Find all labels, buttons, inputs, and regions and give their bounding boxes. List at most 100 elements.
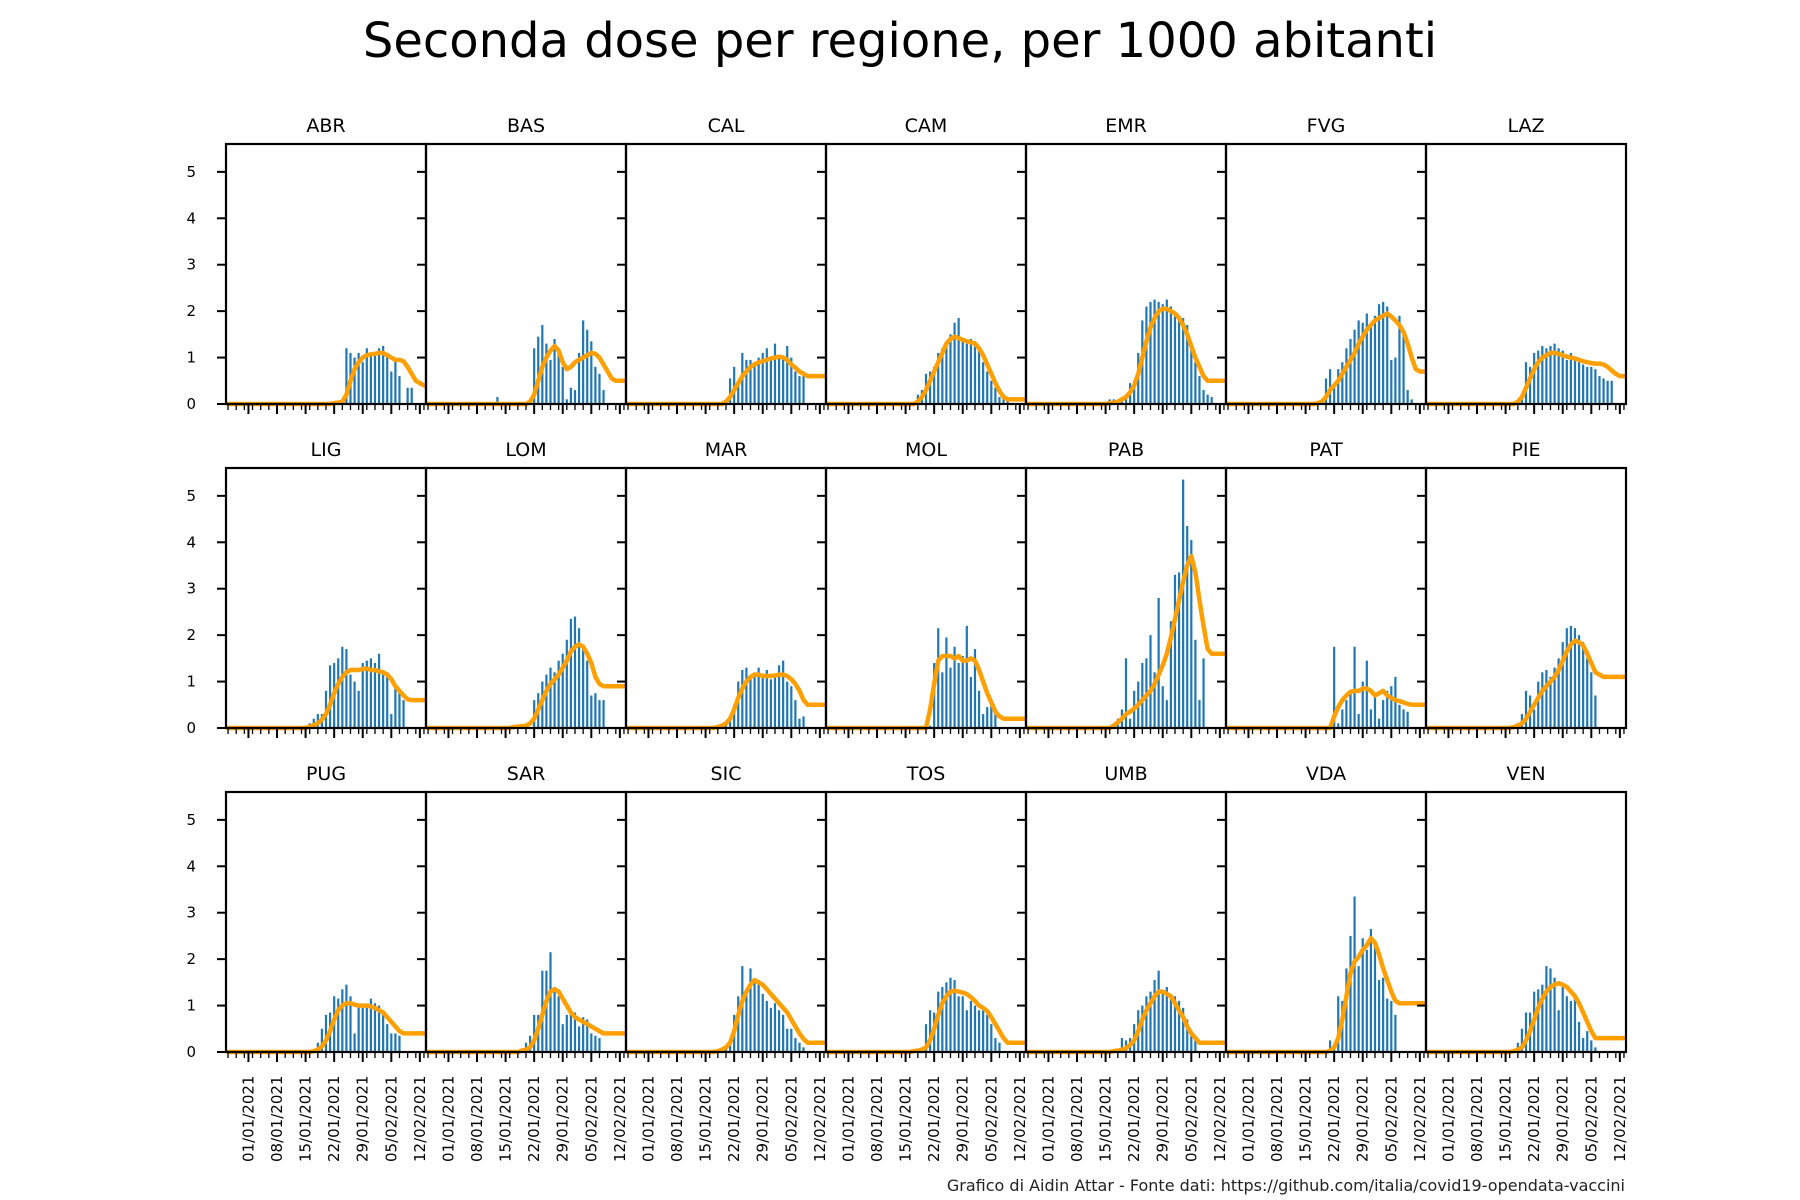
bar-emr-45 xyxy=(1210,397,1213,404)
bar-fvg-29 xyxy=(1345,348,1348,404)
bar-mol-38 xyxy=(982,714,985,728)
bar-laz-25 xyxy=(1528,366,1532,404)
bar-sic-28 xyxy=(741,966,744,1052)
bar-fvg-26 xyxy=(1333,387,1336,404)
bar-bas-37 xyxy=(577,352,581,404)
bar-laz-34 xyxy=(1565,359,1568,404)
bar-abr-29 xyxy=(345,348,348,404)
xtick-label-tos-5: 05/02/2021 xyxy=(982,1076,1000,1162)
bar-lig-27 xyxy=(337,658,340,728)
bar-emr-31 xyxy=(1153,299,1156,404)
bar-mol-37 xyxy=(977,690,981,728)
bar-lom-29 xyxy=(545,674,548,728)
bar-lig-31 xyxy=(353,681,356,728)
panel-title-lig: LIG xyxy=(311,439,342,461)
panel-pug: PUG 0 1 2 3 4 5 01/01/2021 08/01/2021 15/01/2021 2… xyxy=(186,763,428,1162)
bar-pie-41 xyxy=(1594,695,1597,728)
bar-pug-36 xyxy=(373,1003,377,1052)
panel-sar: SAR 01/01/2021 08/01/2021 15/01/2021 22/01/2… xyxy=(417,763,629,1162)
bar-bas-39 xyxy=(586,329,589,404)
bar-pie-27 xyxy=(1537,681,1540,728)
bar-cam-39 xyxy=(986,371,989,404)
panel-pie: PIE xyxy=(1417,439,1628,738)
bar-pat-41 xyxy=(1394,676,1397,728)
bar-cam-25 xyxy=(928,371,932,404)
bar-laz-27 xyxy=(1537,350,1540,404)
panel-frame-cal xyxy=(624,142,828,406)
bar-fvg-39 xyxy=(1386,306,1389,404)
bar-pab-25 xyxy=(1128,718,1132,728)
bar-cam-31 xyxy=(953,322,956,404)
bar-umb-23 xyxy=(1120,1038,1124,1052)
bar-mar-27 xyxy=(737,681,740,728)
bar-tos-36 xyxy=(973,1005,977,1052)
bar-lom-38 xyxy=(582,644,585,728)
panel-title-fvg: FVG xyxy=(1307,115,1346,137)
panel-title-pug: PUG xyxy=(306,763,346,785)
bar-sar-42 xyxy=(598,1038,601,1052)
xtick-label-umb-6: 12/02/2021 xyxy=(1211,1076,1229,1162)
bar-laz-45 xyxy=(1610,380,1613,404)
panel-lig: LIG 0 1 2 3 4 5 xyxy=(186,439,428,738)
chart-title: Seconda dose per regione, per 1000 abita… xyxy=(363,13,1437,69)
bar-laz-43 xyxy=(1602,378,1605,404)
bar-pab-41 xyxy=(1194,639,1197,728)
ytick-label-4: 4 xyxy=(186,533,196,551)
panel-grid: ABR 0 1 2 3 4 5 BAS CAL CAM EMR FVG LAZ LIG 0 1 2 3 4 5 LOM M… xyxy=(186,115,1628,1162)
bar-laz-32 xyxy=(1557,348,1560,404)
bar-mar-34 xyxy=(765,669,768,728)
bar-sic-35 xyxy=(769,1007,772,1052)
bar-cam-28 xyxy=(941,348,944,404)
bar-lom-33 xyxy=(561,653,564,728)
bar-lom-32 xyxy=(557,660,560,728)
bar-ven-41 xyxy=(1594,1047,1597,1052)
ytick-label-3: 3 xyxy=(186,580,196,598)
bar-ven-35 xyxy=(1569,1000,1572,1052)
bar-ven-31 xyxy=(1553,977,1556,1052)
xtick-label-pug-5: 05/02/2021 xyxy=(382,1076,400,1162)
bar-pat-36 xyxy=(1373,693,1377,728)
bar-bas-29 xyxy=(545,343,548,404)
bar-cal-39 xyxy=(786,345,789,404)
bar-cam-38 xyxy=(982,362,985,404)
bar-sar-33 xyxy=(561,1024,564,1052)
bar-fvg-44 xyxy=(1406,390,1409,404)
bar-sic-36 xyxy=(773,1003,777,1052)
bar-bas-36 xyxy=(573,390,577,404)
panel-mar: MAR xyxy=(617,439,828,738)
bar-pab-32 xyxy=(1157,598,1160,728)
bar-pug-30 xyxy=(349,996,352,1052)
panel-frame-lom xyxy=(424,466,628,730)
bar-ven-27 xyxy=(1537,989,1540,1052)
bar-pie-30 xyxy=(1549,676,1552,728)
panel-title-pat: PAT xyxy=(1309,439,1343,461)
bar-vda-40 xyxy=(1390,1000,1393,1052)
panel-title-umb: UMB xyxy=(1104,763,1147,785)
bar-tos-37 xyxy=(977,1010,981,1052)
panel-frame-vda xyxy=(1224,790,1428,1054)
bar-fvg-41 xyxy=(1394,357,1397,404)
bar-cam-29 xyxy=(945,341,948,404)
bar-laz-36 xyxy=(1573,359,1577,404)
bar-bas-42 xyxy=(598,373,601,404)
xtick-label-sic-0: 01/01/2021 xyxy=(639,1076,657,1162)
bar-mar-28 xyxy=(741,669,744,728)
bar-sar-38 xyxy=(582,1017,585,1052)
bar-umb-31 xyxy=(1153,980,1156,1052)
bar-tos-39 xyxy=(986,1014,989,1052)
bar-abr-34 xyxy=(365,348,368,404)
xtick-label-tos-2: 15/01/2021 xyxy=(897,1076,915,1162)
ytick-label-2: 2 xyxy=(186,626,196,644)
xtick-label-pug-1: 08/01/2021 xyxy=(268,1076,286,1162)
bar-pug-41 xyxy=(394,1033,397,1052)
bar-fvg-43 xyxy=(1402,334,1405,404)
bar-pat-33 xyxy=(1361,681,1364,728)
bar-cam-37 xyxy=(977,345,981,404)
bar-cal-41 xyxy=(794,371,797,404)
bar-bas-32 xyxy=(557,348,560,404)
bar-abr-42 xyxy=(398,376,401,404)
bar-cam-27 xyxy=(937,352,940,404)
bar-sic-42 xyxy=(798,1042,801,1052)
bar-emr-34 xyxy=(1165,299,1168,404)
